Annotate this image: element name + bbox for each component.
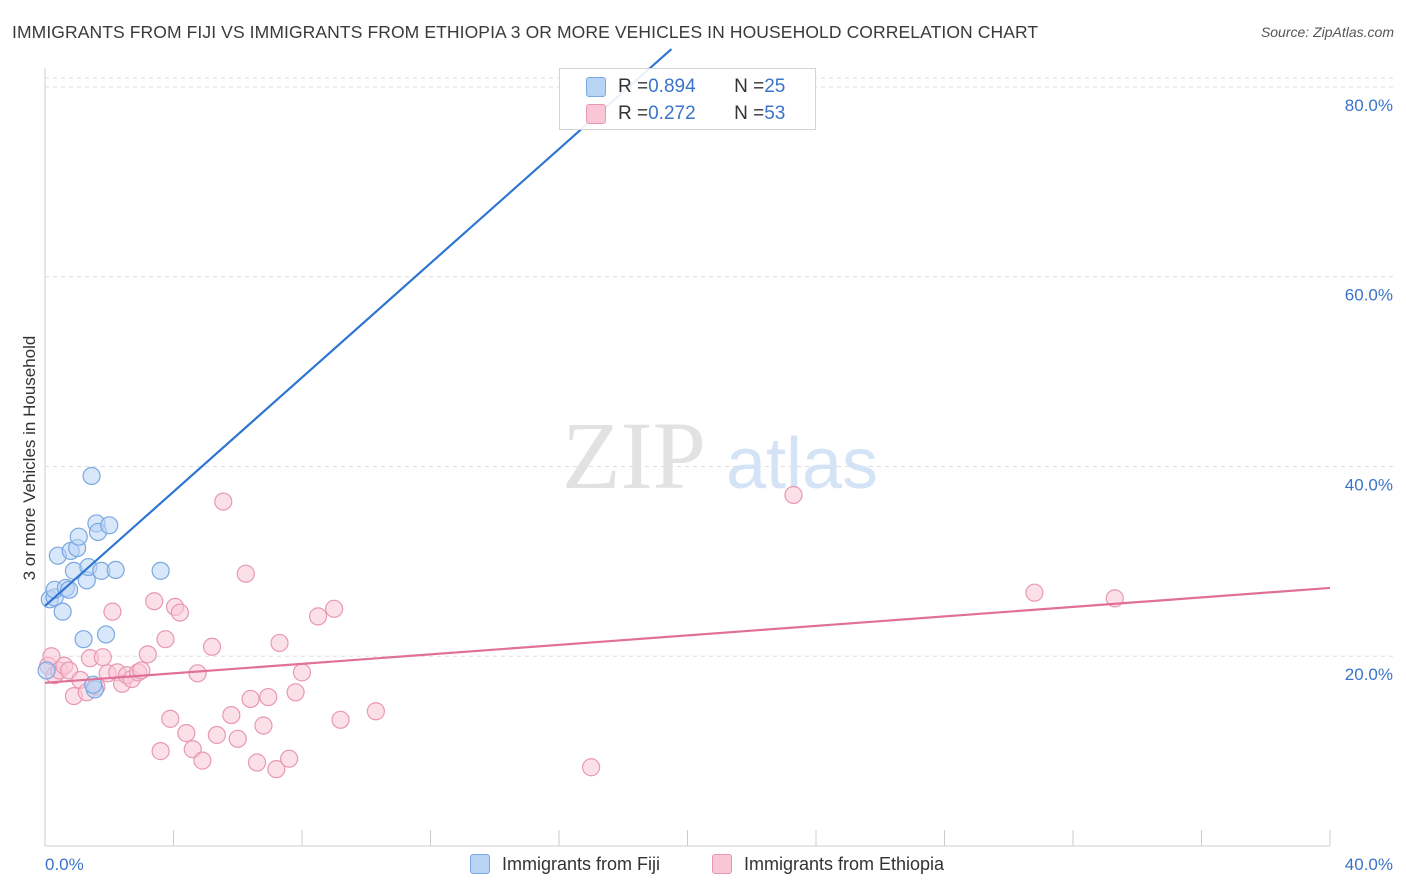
data-point xyxy=(270,633,289,653)
data-point xyxy=(151,561,170,580)
data-point xyxy=(177,723,196,743)
data-point xyxy=(259,687,278,707)
data-point xyxy=(193,751,212,770)
fiji-points xyxy=(37,466,170,699)
data-point xyxy=(151,742,170,761)
data-point xyxy=(103,602,122,621)
source-label: Source: ZipAtlas.com xyxy=(1260,24,1394,40)
trend-line-fiji xyxy=(44,48,673,607)
data-point xyxy=(53,602,72,621)
watermark: ZIP atlas xyxy=(562,402,878,509)
data-point xyxy=(325,599,344,618)
data-point xyxy=(82,466,101,486)
data-point xyxy=(236,564,255,583)
fiji-swatch xyxy=(586,77,606,97)
legend-item-ethiopia[interactable]: Immigrants from Ethiopia xyxy=(712,852,944,876)
data-point xyxy=(267,760,286,779)
data-point xyxy=(145,592,164,611)
legend-row-ethiopia: R = 0.272 N = 53 xyxy=(586,102,785,126)
trend-line-ethiopia xyxy=(44,586,1331,684)
data-point xyxy=(222,705,241,725)
data-point xyxy=(188,664,207,683)
data-point xyxy=(280,749,299,768)
r-value: 0.894 xyxy=(648,76,696,97)
data-point xyxy=(138,645,157,664)
r-label: R = xyxy=(618,76,649,97)
chart-title: IMMIGRANTS FROM FIJI VS IMMIGRANTS FROM … xyxy=(12,22,1039,42)
data-point xyxy=(69,527,88,546)
y-tick-label: 20.0% xyxy=(1345,665,1393,684)
data-point xyxy=(308,607,328,626)
data-point xyxy=(241,689,260,709)
data-point xyxy=(207,725,226,745)
data-point xyxy=(93,648,112,667)
data-point xyxy=(106,560,125,580)
n-value: 25 xyxy=(764,76,786,97)
y-tick-labels: 20.0% 40.0% 60.0% 80.0% xyxy=(1345,96,1393,684)
x-tick-label-max: 40.0% xyxy=(1345,855,1393,874)
x-tick-labels: 0.0% 40.0% xyxy=(45,855,1393,874)
data-point xyxy=(156,630,175,649)
ethiopia-swatch xyxy=(712,854,732,874)
data-point xyxy=(254,716,273,735)
legend-row-fiji: R = 0.894 N = 25 xyxy=(586,75,785,99)
data-point xyxy=(74,630,93,649)
data-point xyxy=(292,663,312,682)
r-label: R = xyxy=(618,103,649,124)
ethiopia-points xyxy=(39,485,1124,779)
data-point xyxy=(784,485,803,505)
data-point xyxy=(331,710,350,729)
data-point xyxy=(1025,583,1044,602)
data-point xyxy=(582,758,601,777)
data-point xyxy=(170,603,190,622)
data-point xyxy=(247,753,267,772)
correlation-legend: R = 0.894 N = 25 R = 0.272 N = 53 xyxy=(559,68,816,130)
n-label: N = xyxy=(734,103,765,124)
y-tick-label: 60.0% xyxy=(1345,286,1393,305)
fiji-swatch xyxy=(470,854,490,874)
data-point xyxy=(37,661,56,680)
legend-label-fiji: Immigrants from Fiji xyxy=(502,853,661,874)
watermark-zip: ZIP xyxy=(562,402,706,509)
data-point xyxy=(214,492,233,511)
trend-lines xyxy=(44,48,1331,684)
legend-label-ethiopia: Immigrants from Ethiopia xyxy=(744,853,945,874)
data-point xyxy=(96,625,116,644)
data-point xyxy=(100,516,119,535)
data-point xyxy=(286,683,305,702)
x-tick-label-min: 0.0% xyxy=(45,855,84,874)
data-point xyxy=(59,580,79,599)
axes xyxy=(44,68,1331,847)
data-point xyxy=(202,637,222,656)
y-tick-label: 80.0% xyxy=(1345,96,1393,115)
y-tick-label: 40.0% xyxy=(1345,475,1393,494)
data-point xyxy=(161,709,180,728)
ethiopia-swatch xyxy=(586,104,606,124)
data-point xyxy=(366,702,385,721)
legend-item-fiji[interactable]: Immigrants from Fiji xyxy=(470,852,660,876)
r-value: 0.272 xyxy=(648,103,696,124)
n-label: N = xyxy=(734,76,765,97)
watermark-atlas: atlas xyxy=(726,424,878,504)
n-value: 53 xyxy=(764,103,786,124)
data-point xyxy=(228,729,247,748)
